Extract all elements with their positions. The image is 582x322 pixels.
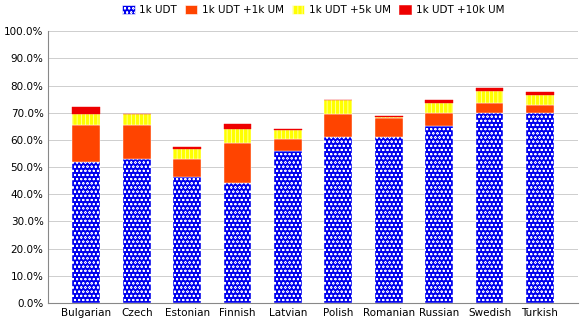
- Bar: [223, 184, 251, 303]
- Bar: [425, 103, 453, 113]
- Legend: 1k UDT, 1k UDT +1k UM, 1k UDT +5k UM, 1k UDT +10k UM: 1k UDT, 1k UDT +1k UM, 1k UDT +5k UM, 1k…: [118, 1, 508, 19]
- Bar: [425, 113, 453, 126]
- Bar: [73, 125, 100, 162]
- Bar: [223, 124, 251, 129]
- Bar: [475, 103, 503, 113]
- Bar: [274, 138, 302, 151]
- Bar: [425, 100, 453, 103]
- Bar: [526, 92, 553, 95]
- Bar: [274, 151, 302, 303]
- Bar: [173, 147, 201, 149]
- Bar: [375, 116, 403, 117]
- Bar: [223, 129, 251, 143]
- Bar: [324, 100, 352, 114]
- Bar: [123, 114, 151, 125]
- Bar: [475, 113, 503, 303]
- Bar: [425, 126, 453, 303]
- Bar: [223, 143, 251, 184]
- Bar: [123, 159, 151, 303]
- Bar: [526, 95, 553, 105]
- Bar: [526, 113, 553, 303]
- Bar: [73, 114, 100, 125]
- Bar: [123, 125, 151, 159]
- Bar: [324, 137, 352, 303]
- Bar: [375, 118, 403, 137]
- Bar: [173, 159, 201, 176]
- Bar: [475, 88, 503, 91]
- Bar: [375, 117, 403, 118]
- Bar: [375, 137, 403, 303]
- Bar: [73, 107, 100, 114]
- Bar: [173, 149, 201, 159]
- Bar: [73, 162, 100, 303]
- Bar: [324, 114, 352, 137]
- Bar: [173, 176, 201, 303]
- Bar: [526, 105, 553, 113]
- Bar: [274, 130, 302, 138]
- Bar: [475, 91, 503, 103]
- Bar: [274, 129, 302, 130]
